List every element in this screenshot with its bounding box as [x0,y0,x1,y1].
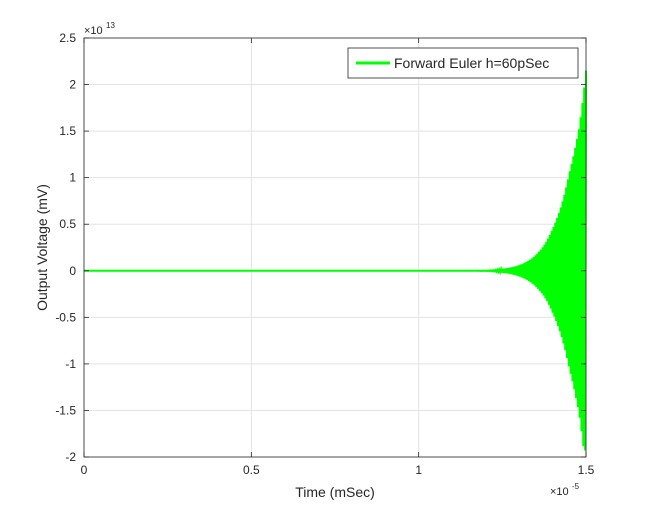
axis-ticks: 0 0.5 1 1.5 -2 -1.5 -1 -0.5 0 0.5 1 1.5 2 2.5 [55,31,594,477]
x-exponent: ×10 -5 [550,482,580,498]
y-tick-label: 0 [69,264,76,278]
y-exponent: ×10 13 [84,21,115,37]
x-exponent-base: ×10 [550,486,569,498]
legend-label: Forward Euler h=60pSec [394,55,549,71]
y-tick-label: -1 [65,357,76,371]
y-tick-label: 1 [69,171,76,185]
y-tick-label: 1.5 [59,124,76,138]
plot-area [84,70,587,451]
y-exponent-base: ×10 [84,25,103,37]
y-exponent-power: 13 [106,21,115,30]
x-tick-label: 1.5 [578,463,595,477]
y-tick-label: 0.5 [59,217,76,231]
grid-lines [83,37,587,458]
y-tick-label: -1.5 [55,403,76,417]
series-line-forward-euler [84,70,587,451]
y-tick-label: 2.5 [59,31,76,45]
legend: Forward Euler h=60pSec [347,47,579,79]
axes-box [83,37,587,458]
y-tick-label: 2 [69,78,76,92]
x-exponent-power: -5 [572,482,580,491]
x-axis-label: Time (mSec) [295,484,375,500]
y-tick-label: -0.5 [55,310,76,324]
x-tick-label: 1 [415,463,422,477]
x-tick-label: 0.5 [243,463,260,477]
x-tick-label: 0 [81,463,88,477]
y-axis-label: Output Voltage (mV) [34,184,50,311]
y-tick-label: -2 [65,450,76,464]
